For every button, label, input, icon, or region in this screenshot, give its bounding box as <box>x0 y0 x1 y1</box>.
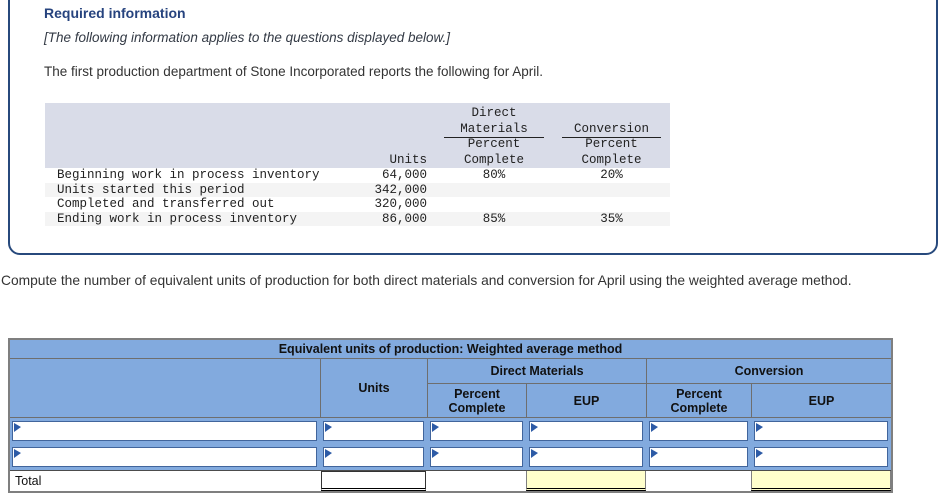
required-info-note: [The following information applies to th… <box>44 30 450 45</box>
answer-header-conversion: Conversion <box>646 359 891 384</box>
total-units-cell <box>321 471 426 491</box>
answer-table-header: Units Direct Materials Conversion Percen… <box>10 359 891 418</box>
problem-intro-text: The first production department of Stone… <box>44 64 544 79</box>
row1-conv-percent-cell[interactable] <box>649 421 748 441</box>
dropdown-marker-icon <box>325 423 332 432</box>
row2-units-cell[interactable] <box>323 447 424 467</box>
row1-conv-eup-cell[interactable] <box>754 421 888 441</box>
dropdown-marker-icon <box>651 449 658 458</box>
row-units: 64,000 <box>381 168 427 182</box>
row-units: 342,000 <box>374 182 427 197</box>
dropdown-marker-icon <box>432 449 439 458</box>
source-header-conv-complete: Complete <box>581 152 642 167</box>
dropdown-marker-icon <box>432 423 439 432</box>
source-header-direct-line1: Direct <box>471 106 517 120</box>
total-dm-eup-cell <box>526 471 646 491</box>
row-dm-percent <box>435 183 553 198</box>
row-conv-percent <box>553 183 670 198</box>
required-info-title: Required information <box>44 5 186 21</box>
dropdown-marker-icon <box>651 423 658 432</box>
row-label: Completed and transferred out <box>57 197 275 211</box>
row-conv-percent: 20% <box>600 168 623 182</box>
answer-input-row-1 <box>10 418 891 444</box>
row2-description-cell[interactable] <box>12 447 317 467</box>
answer-total-row: Total <box>10 470 891 491</box>
row2-conv-eup-cell[interactable] <box>754 447 888 467</box>
answer-header-dm-percent-complete: Percent Complete <box>427 384 526 417</box>
answer-header-conv-eup: EUP <box>751 384 891 417</box>
source-header-conversion: Conversion <box>562 122 661 138</box>
row-label: Beginning work in process inventory <box>57 168 320 182</box>
row1-units-cell[interactable] <box>323 421 424 441</box>
row-conv-percent <box>553 197 670 212</box>
answer-input-row-2 <box>10 444 891 470</box>
answer-table: Equivalent units of production: Weighted… <box>8 338 893 493</box>
table-row: Units started this period 342,000 <box>45 182 670 198</box>
task-instruction: Compute the number of equivalent units o… <box>1 273 852 288</box>
row-dm-percent: 85% <box>482 211 506 226</box>
dropdown-marker-icon <box>756 423 763 432</box>
source-header-dm-complete: Complete <box>463 152 524 167</box>
row2-dm-percent-cell[interactable] <box>430 447 523 467</box>
table-row: Beginning work in process inventory 64,0… <box>45 168 670 183</box>
row-label: Units started this period <box>57 182 245 197</box>
answer-header-units: Units <box>320 359 427 417</box>
dropdown-marker-icon <box>14 423 21 432</box>
table-row: Completed and transferred out 320,000 <box>45 197 670 212</box>
row1-description-cell[interactable] <box>12 421 317 441</box>
answer-header-direct-materials: Direct Materials <box>427 359 646 384</box>
table-row: Ending work in process inventory 86,000 … <box>45 211 670 226</box>
source-header-conv-percent: Percent <box>585 137 638 151</box>
source-header-dm-percent: Percent <box>467 137 521 151</box>
total-label: Total <box>15 474 42 488</box>
row-units: 86,000 <box>381 211 427 226</box>
row1-dm-eup-cell[interactable] <box>529 421 643 441</box>
source-table-header: Direct Materials Conversion Percent Perc… <box>45 103 670 168</box>
dropdown-marker-icon <box>756 449 763 458</box>
row-dm-percent <box>435 197 553 212</box>
row-label: Ending work in process inventory <box>57 211 298 226</box>
row-units: 320,000 <box>374 197 427 211</box>
source-table-body: Beginning work in process inventory 64,0… <box>45 168 670 226</box>
source-data-table: Direct Materials Conversion Percent Perc… <box>45 103 670 226</box>
dropdown-marker-icon <box>531 423 538 432</box>
row1-dm-percent-cell[interactable] <box>430 421 523 441</box>
total-conv-eup-cell <box>751 471 891 491</box>
answer-header-dm-eup: EUP <box>526 384 646 417</box>
row2-dm-eup-cell[interactable] <box>529 447 643 467</box>
dropdown-marker-icon <box>531 449 538 458</box>
answer-header-conv-percent-complete: Percent Complete <box>646 384 751 417</box>
row-dm-percent: 80% <box>482 168 506 182</box>
source-header-units: Units <box>389 152 427 167</box>
row2-conv-percent-cell[interactable] <box>649 447 748 467</box>
dropdown-marker-icon <box>325 449 332 458</box>
answer-table-title: Equivalent units of production: Weighted… <box>10 340 891 359</box>
source-header-direct-line2: Materials <box>444 122 544 138</box>
answer-header-blank <box>10 359 320 417</box>
row-conv-percent: 35% <box>600 211 623 226</box>
dropdown-marker-icon <box>14 449 21 458</box>
